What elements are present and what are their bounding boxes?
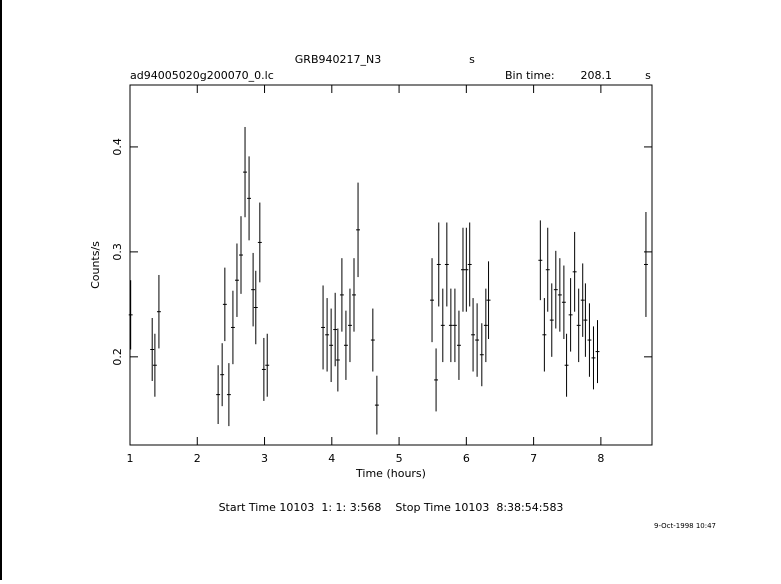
bin-time: 208.1	[581, 69, 613, 82]
x-tick-label: 7	[530, 452, 537, 465]
x-tick-label: 6	[463, 452, 470, 465]
x-tick-label: 2	[194, 452, 201, 465]
x-tick-label: 1	[127, 452, 134, 465]
y-tick-label: 0.2	[111, 348, 124, 366]
bin-time-unit: s	[645, 69, 651, 82]
file-name: ad94005020g200070_0.lc	[130, 69, 274, 82]
x-tick-label: 8	[597, 452, 604, 465]
footer: Start Time 10103 1: 1: 3:568 Stop Time 1…	[219, 501, 564, 514]
bin-time-label: Bin time:	[505, 69, 555, 82]
y-tick-label: 0.4	[111, 138, 124, 156]
x-tick-label: 4	[328, 452, 335, 465]
plot-frame	[129, 84, 653, 446]
y-axis-label: Counts/s	[89, 241, 102, 289]
chart-title: GRB940217_N3	[295, 53, 381, 66]
x-tick-label: 3	[261, 452, 268, 465]
title-unit: s	[469, 53, 475, 66]
x-tick-label: 5	[396, 452, 403, 465]
date-stamp: 9-Oct-1998 10:47	[654, 522, 716, 530]
x-axis-label: Time (hours)	[355, 467, 426, 480]
y-tick-label: 0.3	[111, 243, 124, 261]
